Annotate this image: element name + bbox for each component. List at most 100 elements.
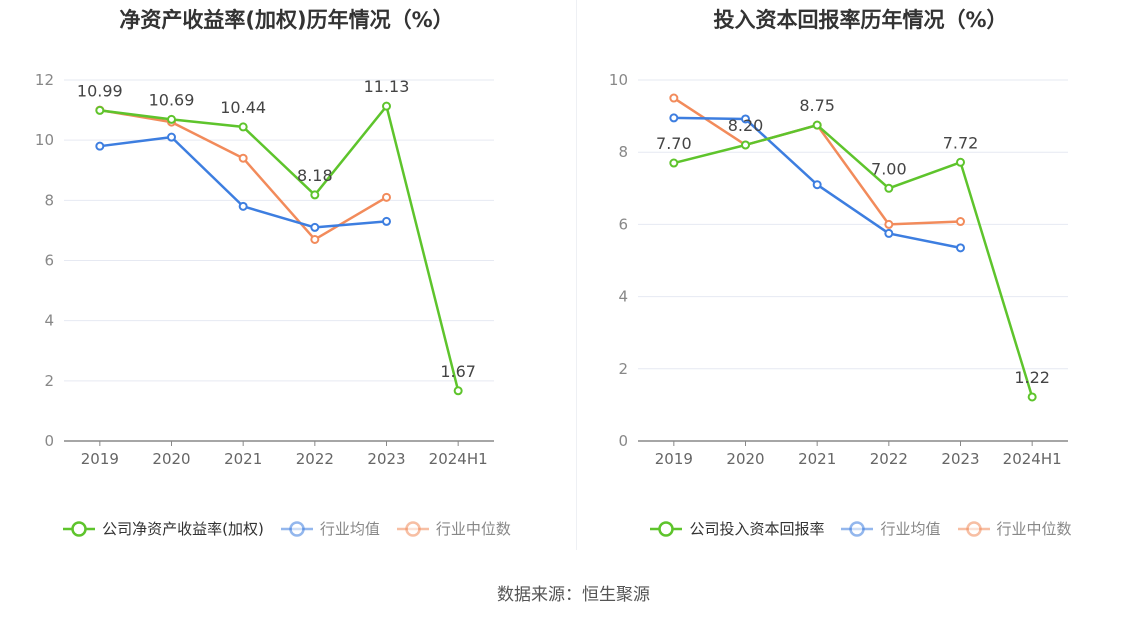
x-tick-label: 2023 — [941, 450, 979, 468]
data-label: 10.99 — [77, 81, 123, 100]
legend-marker — [849, 520, 866, 537]
data-point — [310, 222, 320, 232]
chart-roe: 净资产收益率(加权)历年情况（%） 0 2 4 6 8 10 12 2019 2020 2021 2… — [0, 0, 573, 560]
x-tick-label: 2022 — [870, 450, 908, 468]
y-tick-label: 10 — [609, 71, 628, 89]
data-point — [310, 190, 320, 200]
data-point — [238, 201, 248, 211]
data-point — [956, 157, 965, 167]
y-tick-label: 6 — [44, 252, 54, 270]
x-tick-label: 2023 — [367, 450, 405, 468]
legend-label: 行业均值 — [319, 520, 380, 538]
x-tick-label: 2022 — [296, 450, 334, 468]
y-tick-label: 6 — [618, 215, 628, 233]
data-point — [884, 183, 894, 193]
data-label: 7.72 — [943, 133, 979, 152]
x-tick-label: 2021 — [798, 450, 836, 468]
data-point — [741, 114, 750, 124]
legend-swatch-icon — [957, 520, 990, 537]
legend-label: 行业中位数 — [435, 520, 511, 538]
legend-item-company[interactable]: 公司净资产收益率(加权) — [62, 518, 264, 539]
series-line — [99, 104, 460, 392]
data-label: 1.22 — [1014, 368, 1050, 387]
data-point — [956, 243, 965, 253]
legend-swatch-icon — [63, 520, 96, 537]
chart-title: 投入资本回报率历年情况（%） — [713, 8, 1008, 32]
legend-item-industry-mean[interactable]: 行业均值 — [280, 518, 380, 539]
data-point — [741, 140, 750, 150]
chart-plot: 0 2 4 6 8 10 12 2019 2020 2021 2022 2023 2024H1 10.99… — [35, 71, 494, 468]
data-label: 11.13 — [364, 77, 410, 96]
x-tick-label: 2020 — [152, 450, 190, 468]
data-point — [382, 216, 391, 226]
data-point — [1027, 392, 1037, 402]
data-point — [669, 93, 679, 103]
legend-swatch-icon — [280, 520, 313, 537]
panel-divider — [576, 0, 577, 550]
data-point — [956, 217, 965, 227]
legend-label: 公司净资产收益率(加权) — [102, 520, 264, 538]
y-tick-label: 8 — [44, 191, 54, 209]
series-line — [673, 97, 961, 226]
x-tick-label: 2019 — [655, 450, 693, 468]
legend-swatch-icon — [396, 520, 429, 537]
data-label: 8.20 — [728, 116, 764, 135]
chart-legend: 公司投入资本回报率 行业均值 行业中位数 — [574, 518, 1147, 539]
legend-item-industry-median[interactable]: 行业中位数 — [957, 518, 1072, 539]
chart-roic: 投入资本回报率历年情况（%） 0 2 4 6 8 10 2019 2020 2021 2022 20… — [574, 0, 1147, 560]
data-label: 8.18 — [297, 166, 333, 185]
legend-label: 行业中位数 — [996, 520, 1072, 538]
legend-marker — [71, 520, 87, 537]
chart-title: 净资产收益率(加权)历年情况（%） — [119, 8, 454, 32]
legend-item-company[interactable]: 公司投入资本回报率 — [649, 518, 824, 539]
chart-legend: 公司净资产收益率(加权) 行业均值 行业中位数 — [0, 518, 573, 539]
data-point — [884, 219, 894, 229]
x-tick-label: 2024H1 — [1003, 450, 1062, 468]
data-label: 10.44 — [220, 98, 266, 117]
data-point — [310, 234, 320, 244]
y-tick-label: 12 — [35, 71, 54, 89]
data-point — [167, 114, 176, 124]
legend-marker — [658, 520, 675, 537]
legend-item-industry-median[interactable]: 行业中位数 — [396, 518, 511, 539]
y-tick-label: 2 — [44, 372, 54, 390]
x-tick-label: 2020 — [726, 450, 764, 468]
data-point — [95, 141, 105, 151]
y-tick-label: 4 — [44, 312, 54, 330]
data-point — [669, 158, 679, 168]
y-tick-label: 10 — [35, 131, 54, 149]
data-point — [453, 386, 463, 396]
y-tick-label: 0 — [618, 432, 628, 450]
data-label: 10.69 — [149, 90, 195, 109]
legend-swatch-icon — [841, 520, 874, 537]
y-tick-label: 8 — [618, 143, 628, 161]
legend-swatch-icon — [650, 520, 683, 537]
legend-label: 行业均值 — [880, 520, 941, 538]
data-label: 7.70 — [656, 134, 692, 153]
data-point — [382, 192, 391, 202]
legend-marker — [965, 520, 982, 537]
data-source-note: 数据来源：恒生聚源 — [497, 585, 650, 605]
series-line — [673, 123, 1034, 398]
y-tick-label: 0 — [44, 432, 54, 450]
data-point — [167, 132, 176, 142]
y-tick-label: 4 — [618, 288, 628, 306]
data-point — [382, 101, 391, 111]
series-line — [99, 135, 387, 229]
data-point — [884, 228, 894, 238]
x-tick-label: 2019 — [81, 450, 119, 468]
data-point — [95, 105, 105, 115]
x-tick-label: 2021 — [224, 450, 262, 468]
data-point — [238, 153, 248, 163]
x-tick-label: 2024H1 — [429, 450, 488, 468]
data-label: 1.67 — [440, 362, 476, 381]
chart-plot: 0 2 4 6 8 10 2019 2020 2021 2022 2023 2024H1 7.70 8.2… — [609, 71, 1068, 468]
legend-item-industry-mean[interactable]: 行业均值 — [840, 518, 941, 539]
data-label: 7.00 — [871, 159, 907, 178]
data-point — [812, 180, 822, 190]
data-point — [238, 122, 248, 132]
legend-label: 公司投入资本回报率 — [689, 520, 825, 538]
y-tick-label: 2 — [618, 360, 628, 378]
data-point — [812, 120, 822, 130]
legend-marker — [405, 520, 421, 537]
